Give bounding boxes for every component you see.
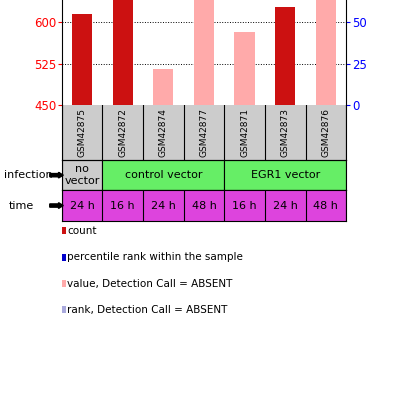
Text: 48 h: 48 h (314, 200, 338, 211)
Bar (113, 0, 133, 105)
Text: value, Detection Call = ABSENT: value, Detection Call = ABSENT (67, 279, 233, 288)
Text: GSM42871: GSM42871 (240, 108, 249, 157)
Bar (62, 160, 102, 190)
Text: 16 h: 16 h (110, 200, 135, 211)
Text: GSM42872: GSM42872 (118, 108, 127, 157)
Bar (72, 14, 92, 105)
Text: GSM42876: GSM42876 (322, 108, 330, 157)
Text: rank, Detection Call = ABSENT: rank, Detection Call = ABSENT (67, 305, 228, 315)
Text: 24 h: 24 h (273, 200, 298, 211)
Text: percentile rank within the sample: percentile rank within the sample (67, 252, 243, 262)
Text: 24 h: 24 h (151, 200, 176, 211)
Text: GSM42874: GSM42874 (159, 108, 168, 157)
Text: no
vector: no vector (64, 164, 100, 186)
Text: EGR1 vector: EGR1 vector (251, 170, 320, 180)
Text: control vector: control vector (125, 170, 202, 180)
Bar (153, 69, 174, 105)
Bar (102, 160, 224, 190)
Text: 48 h: 48 h (191, 200, 217, 211)
Bar (316, 0, 336, 105)
Text: GSM42873: GSM42873 (281, 108, 290, 157)
Bar (194, 0, 214, 105)
Bar (234, 32, 255, 105)
Bar (275, 7, 295, 105)
Text: time: time (9, 200, 34, 211)
Text: 24 h: 24 h (70, 200, 94, 211)
Bar (224, 160, 346, 190)
Text: 16 h: 16 h (232, 200, 257, 211)
Text: GSM42875: GSM42875 (78, 108, 86, 157)
Text: infection: infection (4, 170, 53, 180)
Text: GSM42877: GSM42877 (199, 108, 209, 157)
Text: count: count (67, 226, 97, 236)
